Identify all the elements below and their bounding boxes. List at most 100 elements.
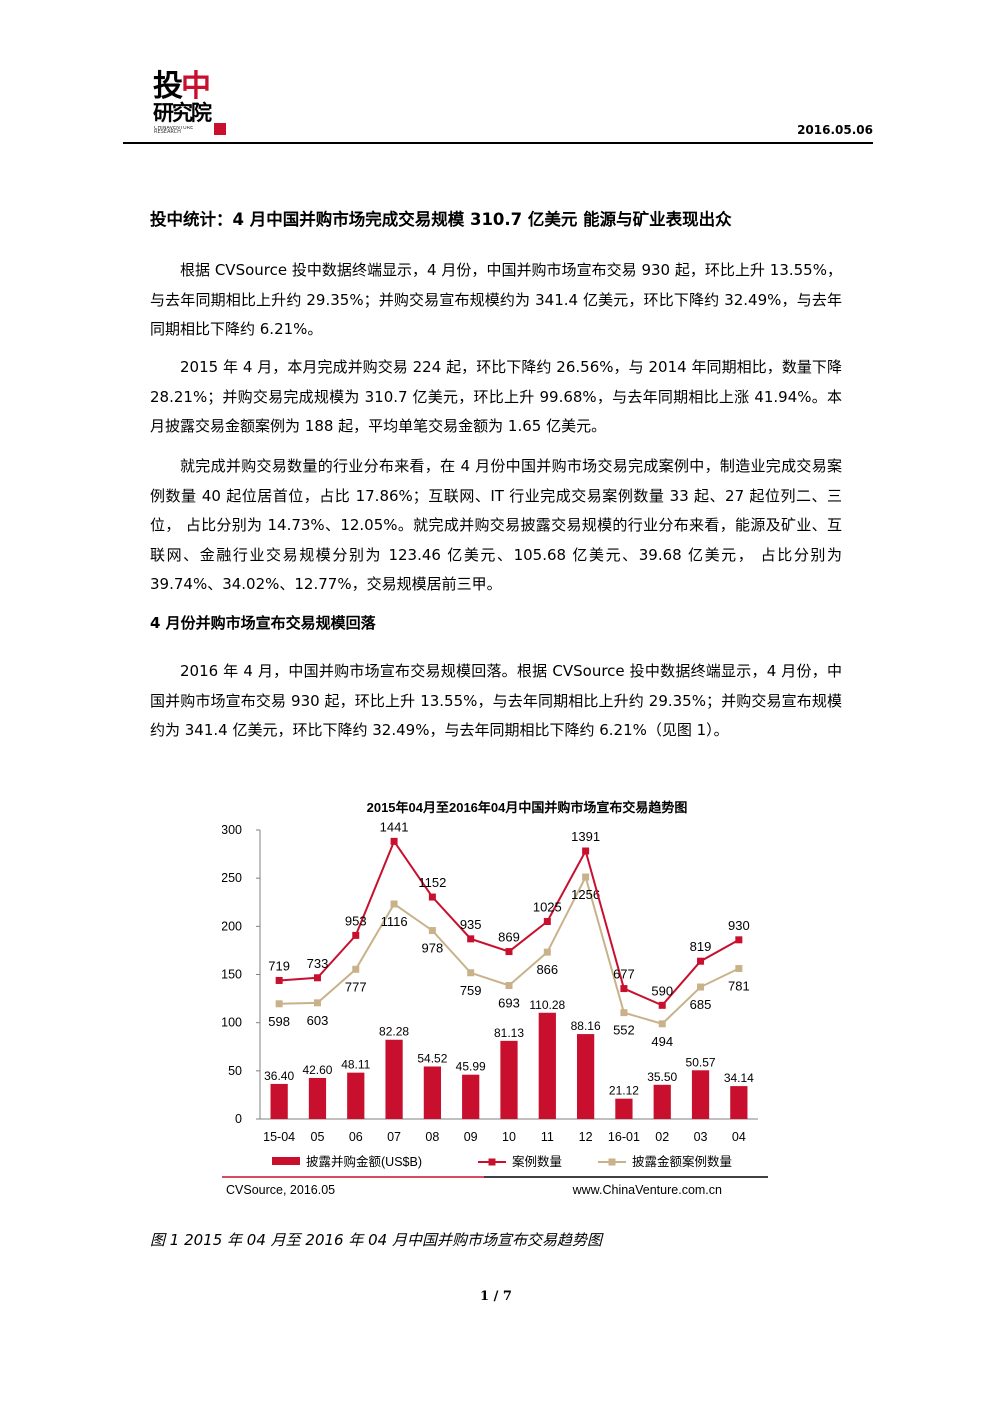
- bar-value-label: 36.40: [264, 1069, 294, 1083]
- x-tick-label: 07: [387, 1130, 401, 1144]
- y-tick-label: 300: [222, 823, 242, 837]
- disclosed-cases-value-label: 759: [460, 983, 482, 998]
- bar-value-label: 45.99: [456, 1060, 486, 1074]
- disclosed-cases-point: [543, 948, 551, 956]
- logo-line3: CHINAVENTURE RESEARCH: [154, 126, 194, 134]
- logo-char-zhong: 中: [181, 69, 211, 104]
- disclosed-cases-point: [428, 927, 436, 935]
- disclosed-cases-value-label: 1256: [571, 887, 600, 902]
- case-count-point: [735, 936, 743, 944]
- logo-char-tou: 投: [153, 69, 183, 104]
- x-tick-label: 03: [694, 1130, 708, 1144]
- case-count-value-label: 1152: [418, 875, 446, 890]
- disclosed-cases-value-label: 598: [268, 1014, 290, 1029]
- case-count-point: [467, 935, 475, 943]
- section-paragraph: 2016 年 4 月，中国并购市场宣布交易规模回落。根据 CVSource 投中…: [150, 662, 842, 739]
- bar-value-label: 42.60: [302, 1063, 332, 1077]
- case-count-point: [313, 974, 321, 982]
- legend-label-case: 案例数量: [512, 1154, 562, 1169]
- x-tick-label: 11: [541, 1130, 554, 1144]
- case-count-value-label: 869: [498, 930, 520, 945]
- case-count-point: [390, 837, 398, 845]
- case-count-value-label: 733: [307, 956, 329, 971]
- disclosed-cases-point: [620, 1009, 628, 1017]
- disclosed-cases-point: [313, 999, 321, 1007]
- legend-label-disclosed: 披露金额案例数量: [632, 1154, 732, 1169]
- legend-swatch-case-point: [488, 1158, 496, 1166]
- x-tick-label: 05: [311, 1130, 325, 1144]
- bar-16-01: [615, 1098, 633, 1119]
- bar-value-label: 88.16: [571, 1019, 601, 1033]
- disclosed-cases-value-label: 494: [651, 1034, 673, 1049]
- trend-chart-svg: 2015年04月至2016年04月中国并购市场宣布交易趋势图0501001502…: [222, 800, 768, 1197]
- bar-05: [308, 1077, 327, 1119]
- bar-value-label: 50.57: [686, 1055, 716, 1069]
- logo-line1: 投中: [153, 69, 211, 104]
- case-count-point: [697, 957, 705, 965]
- case-count-value-label: 935: [460, 917, 482, 932]
- disclosed-cases-point: [658, 1020, 666, 1028]
- disclosed-cases-value-label: 603: [307, 1013, 329, 1028]
- case-count-point: [352, 931, 360, 939]
- case-count-value-label: 1391: [571, 829, 600, 844]
- paragraph-1: 根据 CVSource 投中数据终端显示，4 月份，中国并购市场宣布交易 930…: [150, 261, 842, 338]
- logo-line2: 研究院: [153, 101, 212, 125]
- y-tick-label: 0: [235, 1112, 242, 1126]
- x-tick-label: 09: [464, 1130, 478, 1144]
- bar-value-label: 21.12: [609, 1084, 639, 1098]
- x-tick-label: 16-01: [608, 1130, 640, 1144]
- bar-value-label: 35.50: [647, 1070, 677, 1084]
- disclosed-cases-point: [390, 900, 398, 908]
- bar-11: [538, 1012, 556, 1119]
- legend-swatch-disclosed-point: [608, 1158, 616, 1166]
- disclosed-cases-point: [697, 983, 705, 991]
- bar-08: [423, 1066, 442, 1119]
- case-count-point: [620, 985, 628, 993]
- legend-label-bar: 披露并购金额(US$B): [306, 1154, 422, 1169]
- article-title: 投中统计：4 月中国并购市场完成交易规模 310.7 亿美元 能源与矿业表现出众: [150, 210, 732, 229]
- case-count-value-label: 590: [651, 983, 673, 998]
- disclosed-cases-value-label: 552: [613, 1023, 635, 1038]
- disclosed-cases-value-label: 693: [498, 995, 520, 1010]
- disclosed-cases-point: [352, 965, 360, 973]
- trend-chart: 2015年04月至2016年04月中国并购市场宣布交易趋势图 0 50 100 150 2…: [222, 790, 768, 1204]
- case-count-value-label: 677: [613, 967, 635, 982]
- chart-website: www.ChinaVenture.com.cn: [572, 1183, 722, 1197]
- y-tick-label: 100: [222, 1016, 242, 1030]
- bar-02: [653, 1084, 671, 1119]
- chinaventure-logo: 投中 研究院 CHINAVENTURE RESEARCH: [153, 70, 243, 140]
- page-number: 1 / 7: [480, 1289, 512, 1304]
- bar-value-label: 54.52: [417, 1051, 447, 1065]
- bar-04: [730, 1086, 748, 1119]
- bar-value-label: 110.28: [529, 998, 565, 1012]
- header-date: 2016.05.06: [797, 123, 873, 137]
- case-count-value-label: 1441: [380, 819, 409, 834]
- x-tick-label: 08: [425, 1130, 439, 1144]
- figure-caption: 图 1 2015 年 04 月至 2016 年 04 月中国并购市场宣布交易趋势…: [150, 1231, 602, 1249]
- disclosed-cases-point: [467, 969, 475, 977]
- chart-title: 2015年04月至2016年04月中国并购市场宣布交易趋势图: [367, 800, 688, 815]
- bar-10: [500, 1040, 518, 1119]
- case-count-point: [658, 1001, 666, 1009]
- bar-15-04: [270, 1083, 288, 1119]
- bar-03: [691, 1070, 710, 1119]
- case-count-value-label: 719: [268, 958, 290, 973]
- x-tick-label: 15-04: [263, 1130, 295, 1144]
- section-heading: 4 月份并购市场宣布交易规模回落: [150, 614, 376, 632]
- case-count-value-label: 819: [690, 939, 712, 954]
- y-tick-label: 250: [222, 871, 242, 885]
- case-count-point: [505, 948, 513, 956]
- disclosed-cases-value-label: 866: [536, 962, 558, 977]
- disclosed-cases-point: [505, 981, 513, 989]
- disclosed-cases-value-label: 978: [422, 941, 444, 956]
- bar-value-label: 81.13: [494, 1026, 524, 1040]
- page-header: 投中 研究院 CHINAVENTURE RESEARCH 2016.05.06: [123, 70, 873, 144]
- bar-value-label: 82.28: [379, 1025, 409, 1039]
- bar-value-label: 48.11: [341, 1058, 370, 1072]
- logo-red-square: [214, 123, 226, 135]
- case-count-value-label: 1025: [533, 900, 562, 915]
- case-count-point: [543, 918, 551, 926]
- legend-swatch-bar: [272, 1157, 300, 1165]
- y-tick-label: 200: [222, 919, 242, 933]
- disclosed-cases-point: [735, 965, 743, 973]
